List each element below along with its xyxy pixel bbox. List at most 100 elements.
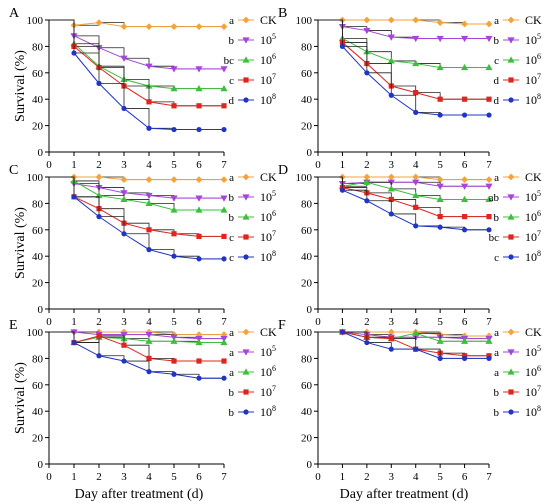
legend-row-1e5: b 105 — [229, 32, 277, 47]
data-point — [121, 358, 127, 364]
legend-marker — [242, 328, 250, 336]
data-point — [220, 338, 228, 346]
legend-marker — [508, 97, 514, 103]
legend-row-1e6: b 106 — [494, 209, 542, 224]
legend-label-base: 10 — [260, 53, 272, 67]
legend-row-1e6: a 106 — [494, 364, 541, 379]
legend-label-exponent: 8 — [537, 249, 541, 258]
data-point — [170, 176, 178, 184]
data-point — [120, 55, 128, 62]
legend-label: 107 — [260, 384, 276, 399]
y-tick-label: 0 — [38, 147, 44, 159]
legend-row-CK: a CK — [229, 325, 277, 339]
data-point — [461, 353, 468, 359]
data-point — [436, 19, 444, 27]
series-CK — [49, 173, 228, 184]
data-point — [121, 105, 127, 112]
significance-letter: b — [229, 192, 235, 204]
y-tick-label: 80 — [301, 353, 313, 365]
data-point — [339, 43, 346, 50]
y-tick-label: 20 — [301, 278, 313, 290]
data-point — [460, 195, 469, 203]
data-point — [339, 187, 346, 193]
legend-marker — [507, 368, 515, 375]
legend-row-1e6: b 106 — [229, 209, 277, 224]
x-tick-label: 0 — [315, 471, 321, 483]
legend-label-base: CK — [525, 170, 542, 184]
legend-marker — [243, 234, 249, 240]
data-point — [363, 178, 371, 185]
data-point — [387, 173, 395, 181]
legend-label-exponent: 5 — [537, 32, 541, 41]
series-CK — [318, 173, 493, 184]
legend-row-1e7: b 107 — [229, 384, 277, 399]
y-tick-label: 100 — [296, 15, 313, 27]
legend-label: 107 — [525, 72, 541, 87]
data-point — [412, 191, 420, 199]
legend-label: 105 — [525, 189, 541, 204]
y-tick-label: 0 — [307, 304, 313, 316]
data-point — [145, 63, 153, 70]
data-point — [96, 214, 102, 220]
legend-row-CK: a CK — [229, 170, 277, 184]
legend-marker — [242, 37, 250, 44]
legend-marker — [242, 173, 250, 181]
legend-marker — [507, 349, 515, 356]
x-tick-label: 4 — [146, 316, 152, 328]
significance-letter: b — [229, 387, 235, 399]
data-point — [437, 355, 443, 361]
data-point — [413, 223, 419, 229]
legend-label: CK — [260, 325, 277, 339]
data-point — [170, 195, 178, 202]
data-point — [436, 63, 444, 71]
legend-label: CK — [525, 13, 542, 27]
data-point — [460, 35, 469, 43]
legend-marker — [242, 368, 250, 375]
legend-label-exponent: 8 — [537, 92, 541, 101]
legend-label-base: 10 — [525, 93, 537, 107]
legend-row-1e8: d 108 — [229, 92, 277, 107]
y-tick-label: 40 — [301, 251, 313, 263]
legend-label-base: 10 — [525, 250, 537, 264]
legend-label-base: CK — [260, 325, 277, 339]
panel-label: C — [9, 163, 18, 178]
x-tick-label: 5 — [437, 316, 443, 328]
legend-marker — [242, 213, 250, 220]
data-point — [145, 82, 153, 89]
x-tick-label: 3 — [121, 316, 127, 328]
y-tick-label: 40 — [32, 94, 44, 106]
y-tick-label: 20 — [301, 121, 313, 133]
legend-row-CK: a CK — [229, 13, 277, 27]
y-tick-label: 0 — [38, 459, 44, 471]
significance-letter: bc — [489, 232, 500, 244]
legend-row-1e5: a 105 — [229, 344, 276, 359]
legend-label-exponent: 5 — [272, 189, 276, 198]
data-point — [461, 227, 468, 233]
significance-letter: ab — [489, 192, 500, 204]
data-point — [146, 125, 152, 131]
data-point — [71, 194, 77, 200]
significance-letter: a — [229, 367, 234, 379]
data-point — [413, 90, 419, 96]
legend-label-exponent: 6 — [537, 364, 541, 373]
legend-label-exponent: 6 — [272, 52, 276, 61]
significance-letter: a — [229, 172, 234, 184]
significance-letter: c — [229, 252, 234, 264]
x-tick-label: 5 — [171, 471, 177, 483]
y-tick-label: 40 — [32, 406, 44, 418]
legend-label: 105 — [260, 189, 276, 204]
x-tick-label: 2 — [96, 471, 102, 483]
data-point — [486, 355, 492, 361]
y-tick-label: 60 — [301, 68, 313, 80]
data-point — [220, 66, 228, 73]
x-tick-label: 3 — [121, 159, 127, 171]
significance-letter: d — [494, 95, 500, 107]
x-tick-label: 1 — [71, 159, 77, 171]
legend-label-exponent: 5 — [537, 344, 541, 353]
legend-label-exponent: 8 — [537, 404, 541, 413]
data-point — [485, 195, 493, 203]
data-point — [363, 27, 371, 35]
data-point — [221, 103, 227, 109]
